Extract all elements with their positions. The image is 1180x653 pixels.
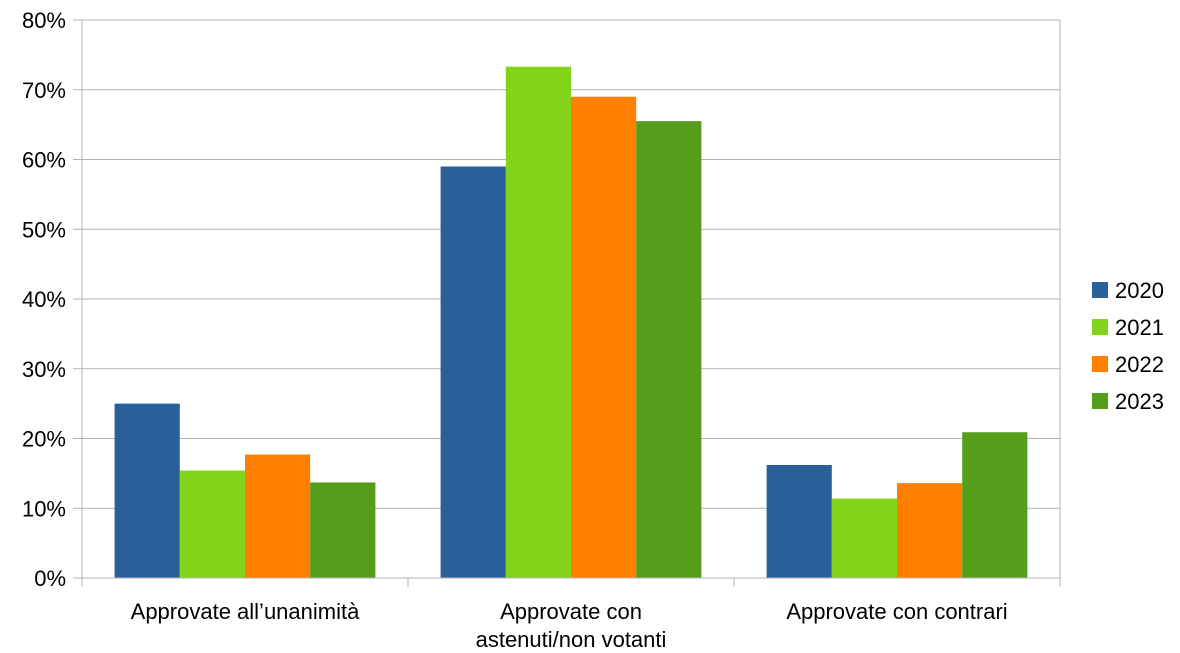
bar-2022-3 (897, 483, 963, 578)
bar-2022-1 (245, 454, 311, 578)
y-tick-label: 30% (22, 357, 66, 382)
legend-swatch-2023 (1092, 393, 1108, 409)
legend-label-2023: 2023 (1115, 389, 1164, 414)
y-tick-label: 0% (34, 566, 66, 591)
y-tick-label: 50% (22, 217, 66, 242)
bar-2021-2 (505, 66, 571, 579)
y-tick-label: 80% (22, 8, 66, 33)
legend-swatch-2021 (1092, 319, 1108, 335)
y-tick-label: 10% (22, 496, 66, 521)
x-category-label: Approvate con (500, 599, 642, 624)
y-tick-label: 20% (22, 427, 66, 452)
bar-2021-1 (179, 470, 245, 578)
bar-2023-3 (962, 432, 1028, 578)
bar-2022-2 (571, 96, 637, 578)
y-tick-label: 40% (22, 287, 66, 312)
bar-2020-3 (766, 465, 832, 578)
bar-2020-2 (440, 166, 506, 578)
legend-swatch-2022 (1092, 356, 1108, 372)
legend-label-2021: 2021 (1115, 315, 1164, 340)
bars (114, 66, 1028, 579)
bar-2023-1 (310, 482, 376, 578)
legend-label-2022: 2022 (1115, 352, 1164, 377)
x-category-label: Approvate con contrari (786, 599, 1007, 624)
bar-2020-1 (114, 403, 180, 578)
bar-2021-3 (831, 498, 897, 578)
y-tick-label: 70% (22, 78, 66, 103)
bar-2023-2 (636, 121, 702, 578)
legend-label-2020: 2020 (1115, 278, 1164, 303)
y-axis-tick-labels: 0% 10% 20% 30% 40% 50% 60% 70% 80% (22, 8, 66, 591)
x-category-label: Approvate all’unanimità (131, 599, 360, 624)
legend: 2020 2021 2022 2023 (1092, 278, 1164, 414)
axes (73, 19, 1061, 587)
legend-swatch-2020 (1092, 282, 1108, 298)
y-tick-label: 60% (22, 148, 66, 173)
x-category-label: astenuti/non votanti (476, 627, 667, 652)
x-axis-category-labels: Approvate all’unanimità Approvate con aste… (131, 599, 1008, 652)
